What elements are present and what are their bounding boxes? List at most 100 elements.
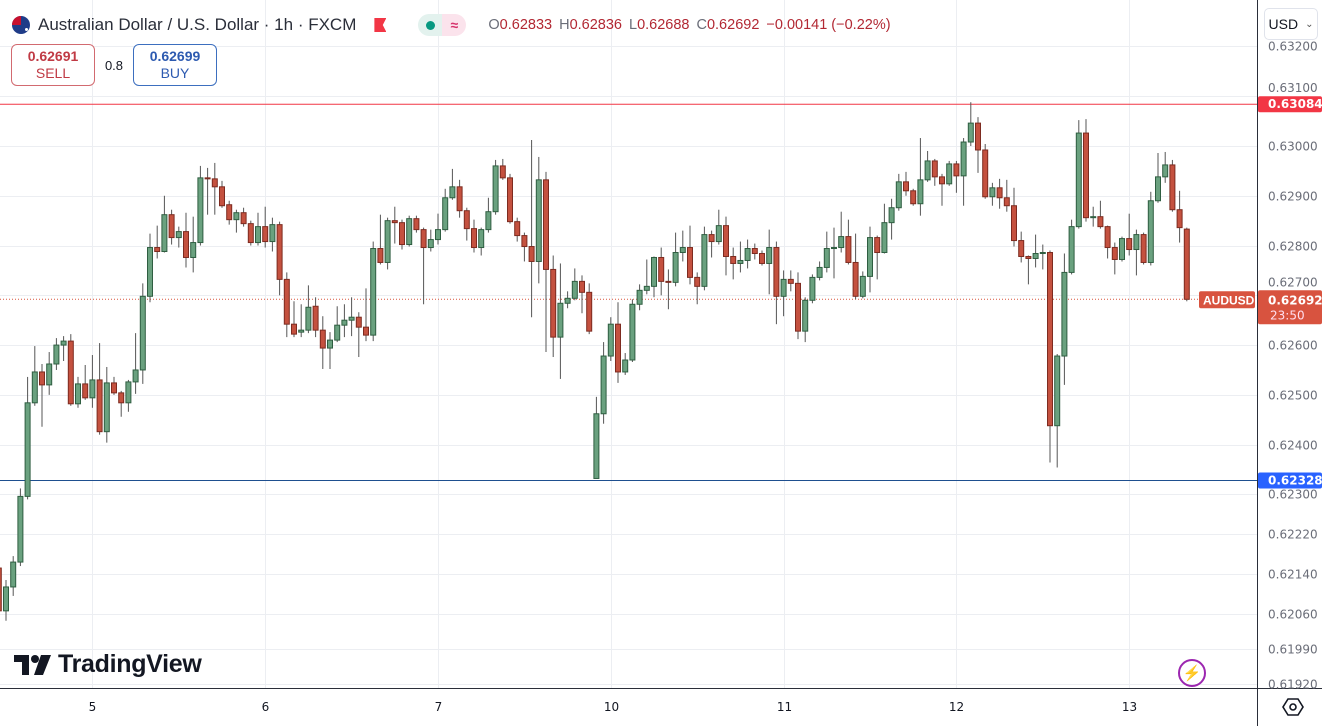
candle-up [1119, 236, 1125, 262]
candle-up [737, 241, 744, 273]
candle-down [118, 390, 125, 417]
candle-up [557, 263, 564, 379]
candle-down [759, 250, 765, 266]
ohlc-readout: O0.62833 H0.62836 L0.62688 C0.62692 −0.0… [488, 17, 890, 33]
candle-body [96, 379, 103, 433]
candle-up [888, 198, 895, 240]
candle-down [665, 269, 672, 310]
candle-down [363, 288, 369, 342]
market-status-pill[interactable]: ≈ [418, 14, 467, 36]
price-tick-label: 0.63000 [1268, 140, 1318, 154]
flag-marker-icon[interactable] [374, 18, 387, 32]
candle-down [1169, 159, 1176, 212]
candle-down [975, 117, 981, 173]
candle-body [449, 186, 456, 199]
candle-body [3, 586, 9, 612]
candle-up [564, 291, 571, 309]
open-value: 0.62833 [499, 17, 553, 33]
candle-body [615, 323, 621, 373]
candle-up [809, 274, 816, 304]
candle-body [240, 212, 247, 225]
candle-body [1097, 216, 1104, 228]
candle-body [377, 248, 384, 263]
candle-down [521, 232, 528, 262]
candle-body [17, 495, 24, 563]
candle-body [989, 187, 996, 198]
time-axis[interactable]: 5 6 7 10 11 12 13 [89, 700, 1137, 714]
candle-up [348, 297, 355, 337]
candle-up [867, 226, 873, 293]
price-axis[interactable]: 0.63200 0.63100 0.63000 0.62900 0.62800 0.627… [1268, 40, 1318, 692]
candle-body [406, 218, 413, 246]
candle-up [147, 233, 153, 303]
candle-body [780, 278, 787, 297]
candle-body [276, 224, 283, 280]
candle-body [1169, 164, 1176, 211]
candle-body [1018, 240, 1025, 257]
candle-down [1176, 190, 1183, 243]
candle-body [917, 179, 924, 205]
open-label: O [488, 17, 500, 33]
candle-body [1003, 197, 1010, 207]
price-tick-label: 0.62900 [1268, 190, 1318, 204]
candle-up [449, 168, 456, 200]
candle-up [593, 396, 600, 479]
candle-down [658, 247, 665, 296]
candle-body [247, 223, 254, 244]
candle-down [456, 179, 463, 218]
candle-body [946, 163, 953, 185]
buy-button[interactable]: 0.62699 BUY [133, 44, 217, 86]
candle-down [219, 180, 225, 208]
candle-body [888, 207, 895, 224]
candle-up [672, 232, 679, 287]
candle-body [744, 248, 751, 261]
candle-up [46, 352, 53, 395]
candle-body [967, 122, 974, 143]
candle-up [24, 376, 31, 500]
sell-button[interactable]: 0.62691 SELL [11, 44, 95, 86]
candle-up [651, 256, 657, 298]
candle-body [766, 247, 773, 264]
currency-select[interactable]: USD ⌄ [1264, 8, 1318, 40]
candle-body [139, 295, 146, 371]
candle-body [312, 305, 319, 331]
candle-up [571, 268, 578, 301]
candle-body [1126, 238, 1133, 251]
candle-body [550, 268, 557, 338]
candle-up [327, 332, 333, 369]
tradingview-logo[interactable]: TradingView [14, 650, 202, 679]
candle-body [10, 561, 17, 588]
symbol-title[interactable]: Australian Dollar / U.S. Dollar · 1h · F… [38, 15, 357, 34]
candle-up [701, 226, 708, 291]
candle-body [442, 197, 449, 231]
candle-down [1126, 213, 1133, 256]
candle-up [175, 226, 182, 248]
candle-down [514, 217, 521, 242]
grid-lines [0, 0, 1257, 688]
candle-down [1183, 227, 1190, 302]
candle-body [751, 248, 758, 255]
candle-up [1075, 120, 1082, 229]
candle-up [89, 355, 96, 408]
candle-body [831, 247, 837, 250]
candle-body [1090, 216, 1097, 219]
lightning-icon[interactable]: ⚡ [1178, 659, 1206, 687]
price-tick-label: 0.62700 [1268, 275, 1318, 289]
candle-body [262, 226, 269, 243]
candle-body [24, 402, 31, 497]
settings-hexagon-icon[interactable] [1282, 698, 1304, 716]
candle-up [1032, 234, 1039, 268]
candle-body [622, 359, 629, 373]
candle-up [427, 229, 434, 252]
candle-body [931, 160, 938, 178]
candle-body [1083, 132, 1089, 219]
candle-body [111, 382, 117, 394]
candle-body [636, 289, 643, 305]
candle-down [154, 225, 161, 259]
candle-down [168, 209, 175, 245]
spread-value: 0.8 [104, 57, 124, 73]
candle-body [975, 122, 981, 151]
candle-down [939, 173, 945, 206]
